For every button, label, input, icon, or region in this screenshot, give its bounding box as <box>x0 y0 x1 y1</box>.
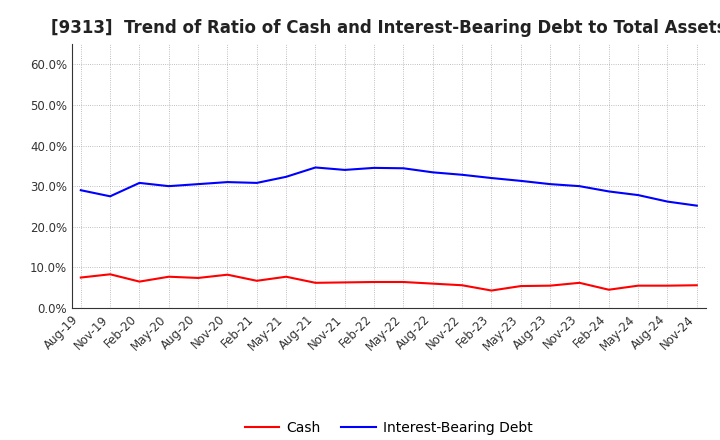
Cash <box>194 275 202 281</box>
Cash <box>341 280 349 285</box>
Cash <box>135 279 144 284</box>
Interest-Bearing Debt <box>663 199 672 204</box>
Interest-Bearing Debt <box>135 180 144 186</box>
Interest-Bearing Debt <box>605 189 613 194</box>
Cash <box>311 280 320 286</box>
Title: [9313]  Trend of Ratio of Cash and Interest-Bearing Debt to Total Assets: [9313] Trend of Ratio of Cash and Intere… <box>51 19 720 37</box>
Cash <box>634 283 642 288</box>
Cash <box>605 287 613 292</box>
Legend: Cash, Interest-Bearing Debt: Cash, Interest-Bearing Debt <box>239 415 539 440</box>
Interest-Bearing Debt <box>487 176 496 181</box>
Interest-Bearing Debt <box>370 165 379 171</box>
Cash <box>428 281 437 286</box>
Line: Cash: Cash <box>81 274 697 290</box>
Cash <box>546 283 554 288</box>
Interest-Bearing Debt <box>282 174 290 180</box>
Cash <box>370 279 379 285</box>
Cash <box>164 274 173 279</box>
Interest-Bearing Debt <box>693 203 701 208</box>
Cash <box>458 282 467 288</box>
Cash <box>282 274 290 279</box>
Cash <box>487 288 496 293</box>
Interest-Bearing Debt <box>76 187 85 193</box>
Cash <box>516 283 525 289</box>
Interest-Bearing Debt <box>546 181 554 187</box>
Cash <box>106 271 114 277</box>
Cash <box>663 283 672 288</box>
Interest-Bearing Debt <box>253 180 261 186</box>
Interest-Bearing Debt <box>194 181 202 187</box>
Interest-Bearing Debt <box>341 167 349 172</box>
Interest-Bearing Debt <box>428 170 437 175</box>
Interest-Bearing Debt <box>311 165 320 170</box>
Interest-Bearing Debt <box>223 180 232 185</box>
Interest-Bearing Debt <box>399 165 408 171</box>
Cash <box>76 275 85 280</box>
Cash <box>575 280 584 286</box>
Cash <box>399 279 408 285</box>
Interest-Bearing Debt <box>106 194 114 199</box>
Interest-Bearing Debt <box>164 183 173 189</box>
Interest-Bearing Debt <box>516 178 525 183</box>
Cash <box>253 278 261 283</box>
Cash <box>693 282 701 288</box>
Cash <box>223 272 232 277</box>
Interest-Bearing Debt <box>634 192 642 198</box>
Interest-Bearing Debt <box>575 183 584 189</box>
Line: Interest-Bearing Debt: Interest-Bearing Debt <box>81 168 697 205</box>
Interest-Bearing Debt <box>458 172 467 177</box>
